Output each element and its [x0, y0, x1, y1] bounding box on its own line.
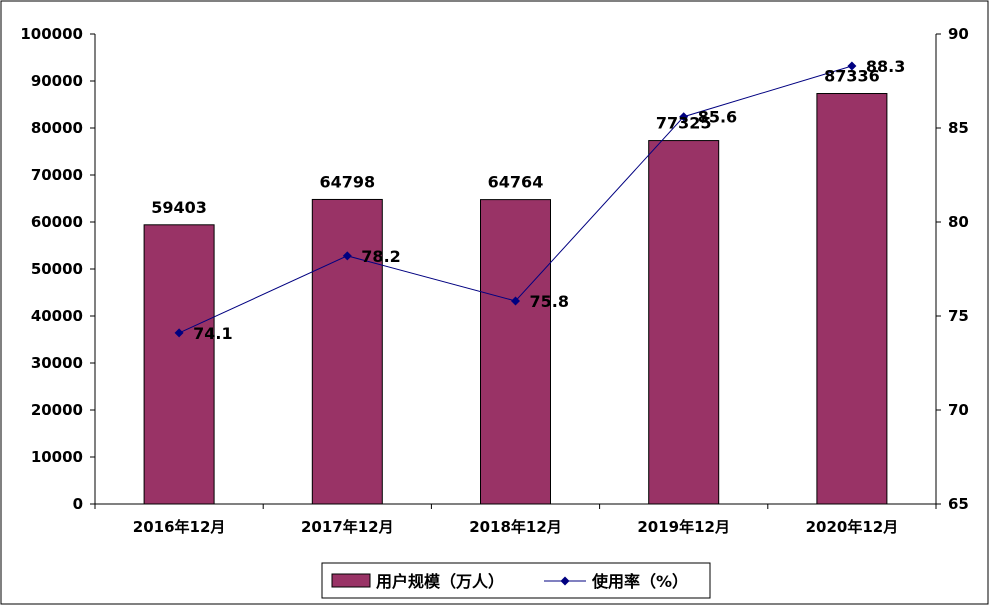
line-marker: [847, 61, 857, 71]
y-left-tick-label: 70000: [31, 166, 83, 184]
legend-line-label: 使用率（%）: [591, 572, 688, 591]
bar-data-label: 59403: [151, 198, 207, 217]
legend-line-marker: [560, 576, 570, 586]
line-marker: [511, 296, 520, 306]
y-left-tick-label: 50000: [31, 260, 83, 278]
y-left-tick-label: 0: [73, 495, 83, 513]
bars-layer: [143, 93, 888, 505]
y-left-tick-label: 60000: [31, 213, 83, 231]
bar: [480, 199, 551, 505]
y-left-tick-label: 40000: [31, 307, 83, 325]
bar-data-label: 64764: [488, 173, 544, 192]
line-marker: [174, 328, 184, 338]
y-right-tick-label: 75: [948, 307, 969, 325]
y-left-tick-label: 100000: [20, 25, 83, 43]
x-tick-label: 2017年12月: [301, 518, 394, 536]
y-left-tick-label: 80000: [31, 119, 83, 137]
bar-data-label: 87336: [824, 67, 880, 86]
line-data-label: 75.8: [530, 292, 569, 311]
bar: [311, 198, 383, 505]
legend: 用户规模（万人） 使用率（%）: [321, 562, 711, 599]
legend-frame: [321, 562, 711, 599]
line-layer: [174, 61, 857, 338]
line-data-label: 85.6: [698, 108, 737, 127]
line-data-label: 74.1: [193, 324, 232, 343]
line-marker: [679, 112, 689, 122]
bar-data-label: 64798: [319, 172, 375, 191]
y-right-tick-label: 90: [948, 25, 969, 43]
axes-layer: 0 10000 20000 30000 40000 50000 60000 70000 8000…: [20, 25, 969, 536]
labels-layer: 59403 64798 64764 77325 87336 74.1 78.2 75.8 85.…: [151, 57, 905, 343]
y-right-tick-label: 70: [948, 401, 969, 419]
line-marker: [342, 251, 352, 261]
y-left-tick-label: 20000: [31, 401, 83, 419]
bar: [143, 224, 215, 505]
y-left-tick-label: 10000: [31, 448, 83, 466]
line-data-label: 78.2: [361, 247, 400, 266]
bar: [816, 93, 888, 505]
y-right-tick-label: 80: [948, 213, 969, 231]
y-left-tick-label: 30000: [31, 354, 83, 372]
y-right-tick-label: 65: [948, 495, 969, 513]
legend-bar-label: 用户规模（万人）: [376, 572, 504, 591]
bar-data-label: 77325: [656, 114, 712, 133]
bar: [648, 140, 720, 505]
x-tick-label: 2019年12月: [637, 518, 730, 536]
x-tick-label: 2020年12月: [806, 518, 899, 536]
legend-bar-swatch: [331, 573, 371, 588]
y-left-tick-label: 90000: [31, 72, 83, 90]
x-tick-label: 2018年12月: [469, 518, 562, 536]
y-right-tick-label: 85: [948, 119, 969, 137]
x-tick-label: 2016年12月: [133, 518, 226, 536]
line-data-label: 88.3: [866, 57, 905, 76]
